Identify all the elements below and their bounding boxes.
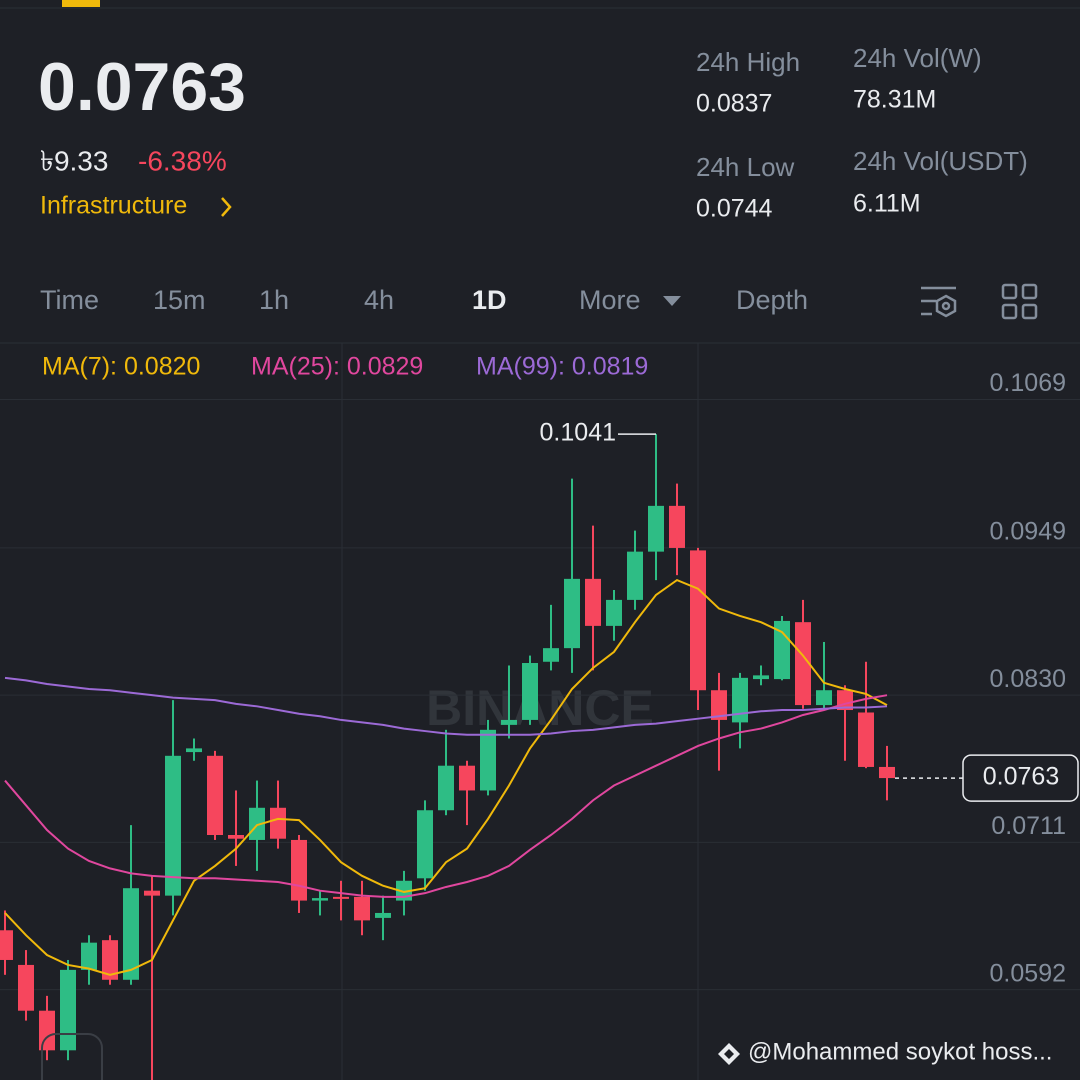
candle-body (123, 888, 139, 980)
stat-label: 24h High (696, 47, 800, 77)
tab[interactable]: 15m (153, 285, 206, 315)
candle-body (564, 578, 580, 649)
candle-body (312, 898, 328, 901)
last-price-label: 0.0763 (983, 763, 1059, 791)
tab[interactable]: Depth (736, 285, 808, 315)
dropdown-arrow (663, 296, 681, 306)
candle-body (480, 729, 496, 791)
candle-body (186, 748, 202, 753)
candle-body (60, 969, 76, 1051)
ma-line (4, 676, 888, 736)
ma-line (4, 694, 888, 898)
candle-body (858, 712, 874, 767)
candle-body (228, 835, 244, 839)
stat-value: 0.0837 (696, 90, 772, 118)
fiat-price: ৳9.33 (40, 145, 108, 176)
stat-label: 24h Low (696, 152, 795, 182)
candle-body (375, 912, 391, 918)
price: 0.0763 (38, 49, 246, 125)
candle-body (165, 755, 181, 896)
layout-icon[interactable] (1001, 283, 1038, 320)
candle-body (459, 765, 475, 791)
candle-body (207, 755, 223, 835)
candle-body (732, 677, 748, 723)
candle-body (606, 599, 622, 626)
candle-body (270, 807, 286, 839)
candle-body (648, 505, 664, 552)
candle-body (0, 930, 13, 960)
ma-line (4, 578, 888, 976)
last-price-box (962, 754, 1079, 802)
tab[interactable]: More (579, 285, 641, 315)
candle-body (627, 551, 643, 600)
candle-body (354, 896, 370, 921)
candle-body (501, 719, 517, 725)
y-tick-label: 0.1069 (990, 369, 1066, 397)
candle-body (690, 550, 706, 691)
y-tick-label: 0.0711 (991, 812, 1066, 840)
candle-body (144, 890, 160, 896)
tab-active[interactable]: 1D (472, 285, 507, 315)
change[interactable]: -6.38% (138, 145, 227, 176)
stat-label: 24h Vol(USDT) (853, 146, 1028, 176)
candle-body (816, 690, 832, 706)
y-tick-label: 0.0592 (990, 959, 1066, 987)
candle-body (438, 765, 454, 811)
watermark: BINANCE (426, 680, 654, 736)
tab[interactable]: Time (40, 285, 99, 315)
candle-body (543, 648, 559, 662)
candle-body (522, 663, 538, 720)
expand-button[interactable] (41, 1033, 103, 1080)
candle-body (753, 675, 769, 680)
candle-body (795, 622, 811, 706)
stat-value: 0.0744 (696, 195, 773, 223)
settings-icon[interactable] (921, 286, 957, 318)
candle-body (417, 810, 433, 879)
candle-body (669, 505, 685, 548)
credit: @Mohammed soykot hoss... (748, 1038, 1052, 1065)
tag[interactable]: Infrastructure (40, 192, 187, 220)
chevron (221, 197, 232, 217)
candle-body (39, 1010, 55, 1051)
candle-body (711, 690, 727, 720)
candle-body (18, 964, 34, 1011)
y-tick-label: 0.0949 (990, 518, 1066, 546)
legend-entry: MA(25): 0.0829 (251, 353, 423, 381)
candle-body (879, 766, 895, 779)
legend-entry: MA(7): 0.0820 (42, 353, 200, 381)
candle-body (81, 942, 97, 970)
stat-label: 24h Vol(W) (853, 43, 982, 73)
stat-value: 6.11M (853, 190, 921, 218)
stat-value: 78.31M (853, 86, 936, 114)
candle-body (102, 940, 118, 980)
high-label: 0.1041 (540, 419, 616, 447)
top-indicator (62, 0, 100, 7)
y-tick-label: 0.0830 (990, 665, 1066, 693)
tab[interactable]: 1h (259, 285, 289, 315)
candle-body (249, 807, 265, 840)
candle-body (585, 578, 601, 626)
tab[interactable]: 4h (364, 285, 394, 315)
candle-body (291, 839, 307, 901)
credit-icon (718, 1043, 740, 1065)
legend-entry: MA(99): 0.0819 (476, 353, 648, 381)
candle-body (333, 896, 349, 899)
